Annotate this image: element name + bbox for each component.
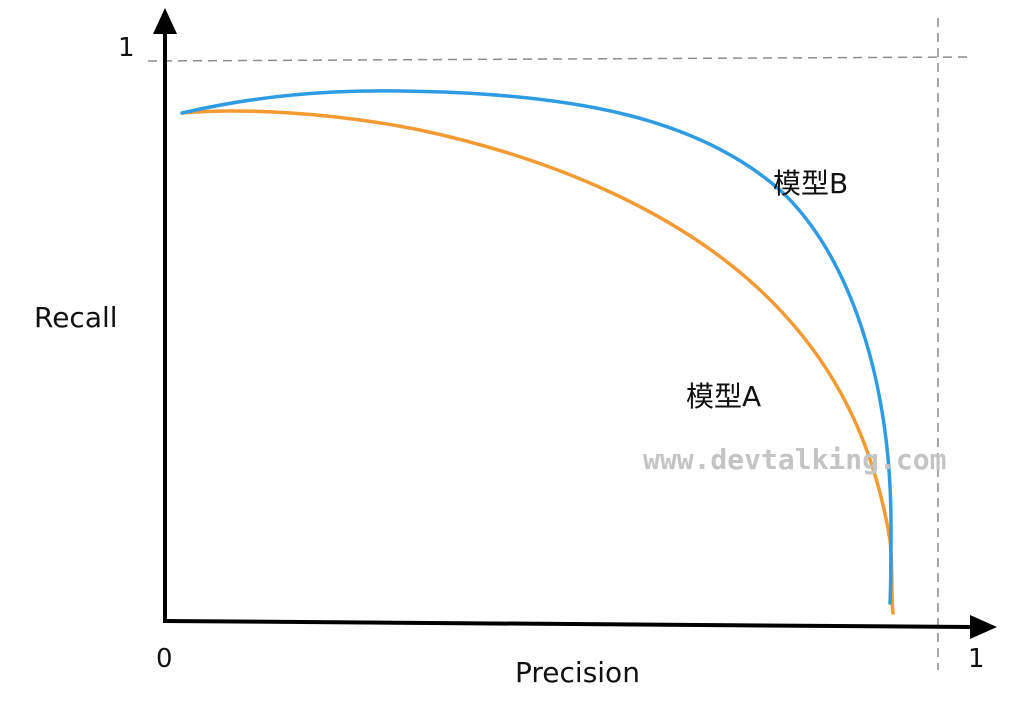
origin-label: 0 <box>156 644 173 674</box>
model-b-curve <box>180 89 893 605</box>
y-axis-arrow-icon <box>153 8 177 34</box>
x-axis-arrow-icon <box>970 615 997 639</box>
model-b-label: 模型B <box>773 167 848 200</box>
x-max-label: 1 <box>968 644 985 674</box>
x-axis <box>162 619 973 629</box>
recall-one-reference-line <box>147 56 971 62</box>
y-axis-label: Recall <box>34 301 118 334</box>
y-max-label: 1 <box>118 33 135 63</box>
model-a-label: 模型A <box>686 380 761 413</box>
x-axis-label: Precision <box>515 656 640 689</box>
watermark-text: www.devtalking.com <box>643 443 946 476</box>
